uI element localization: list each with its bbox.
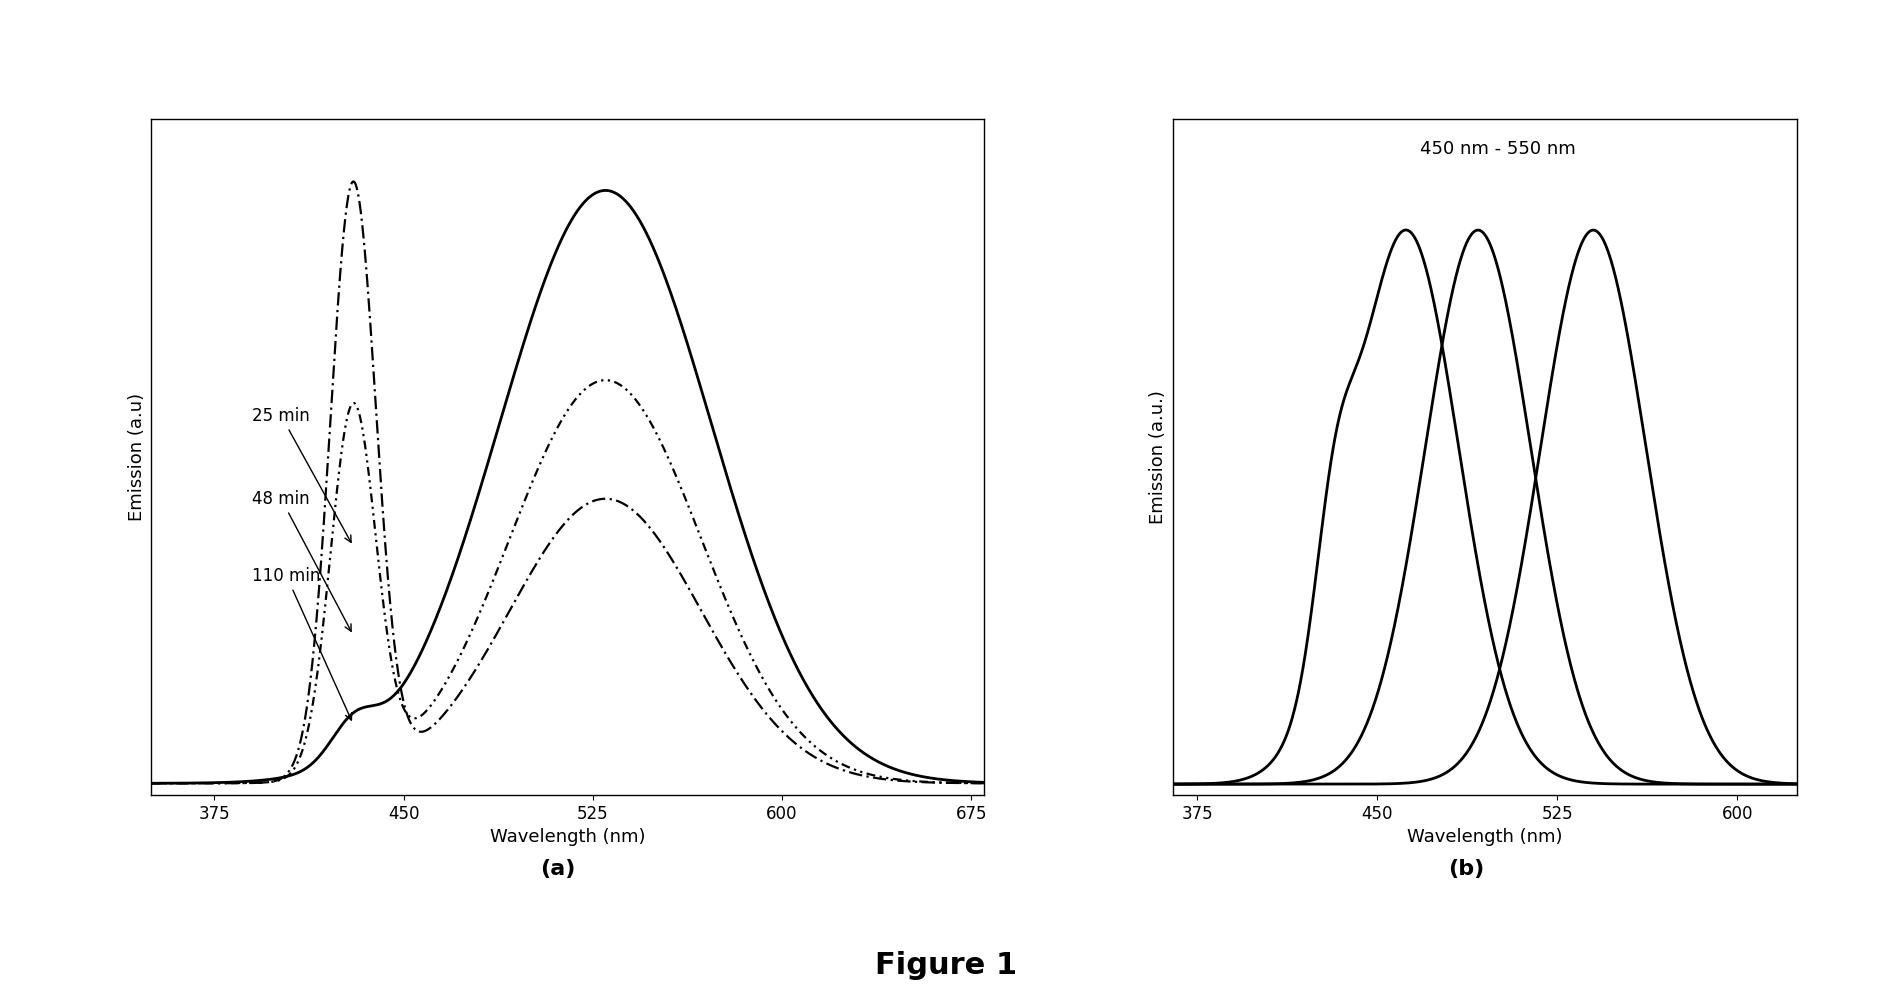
Text: Figure 1: Figure 1 — [874, 951, 1018, 980]
Text: (b): (b) — [1447, 859, 1485, 879]
X-axis label: Wavelength (nm): Wavelength (nm) — [490, 828, 645, 847]
Y-axis label: Emission (a.u): Emission (a.u) — [129, 394, 146, 521]
Y-axis label: Emission (a.u.): Emission (a.u.) — [1150, 391, 1167, 524]
Text: 48 min: 48 min — [252, 490, 352, 631]
Text: 25 min: 25 min — [252, 407, 352, 543]
Text: 110 min: 110 min — [252, 567, 352, 720]
Text: (a): (a) — [541, 859, 575, 879]
X-axis label: Wavelength (nm): Wavelength (nm) — [1408, 828, 1563, 847]
Text: 450 nm - 550 nm: 450 nm - 550 nm — [1419, 139, 1576, 158]
